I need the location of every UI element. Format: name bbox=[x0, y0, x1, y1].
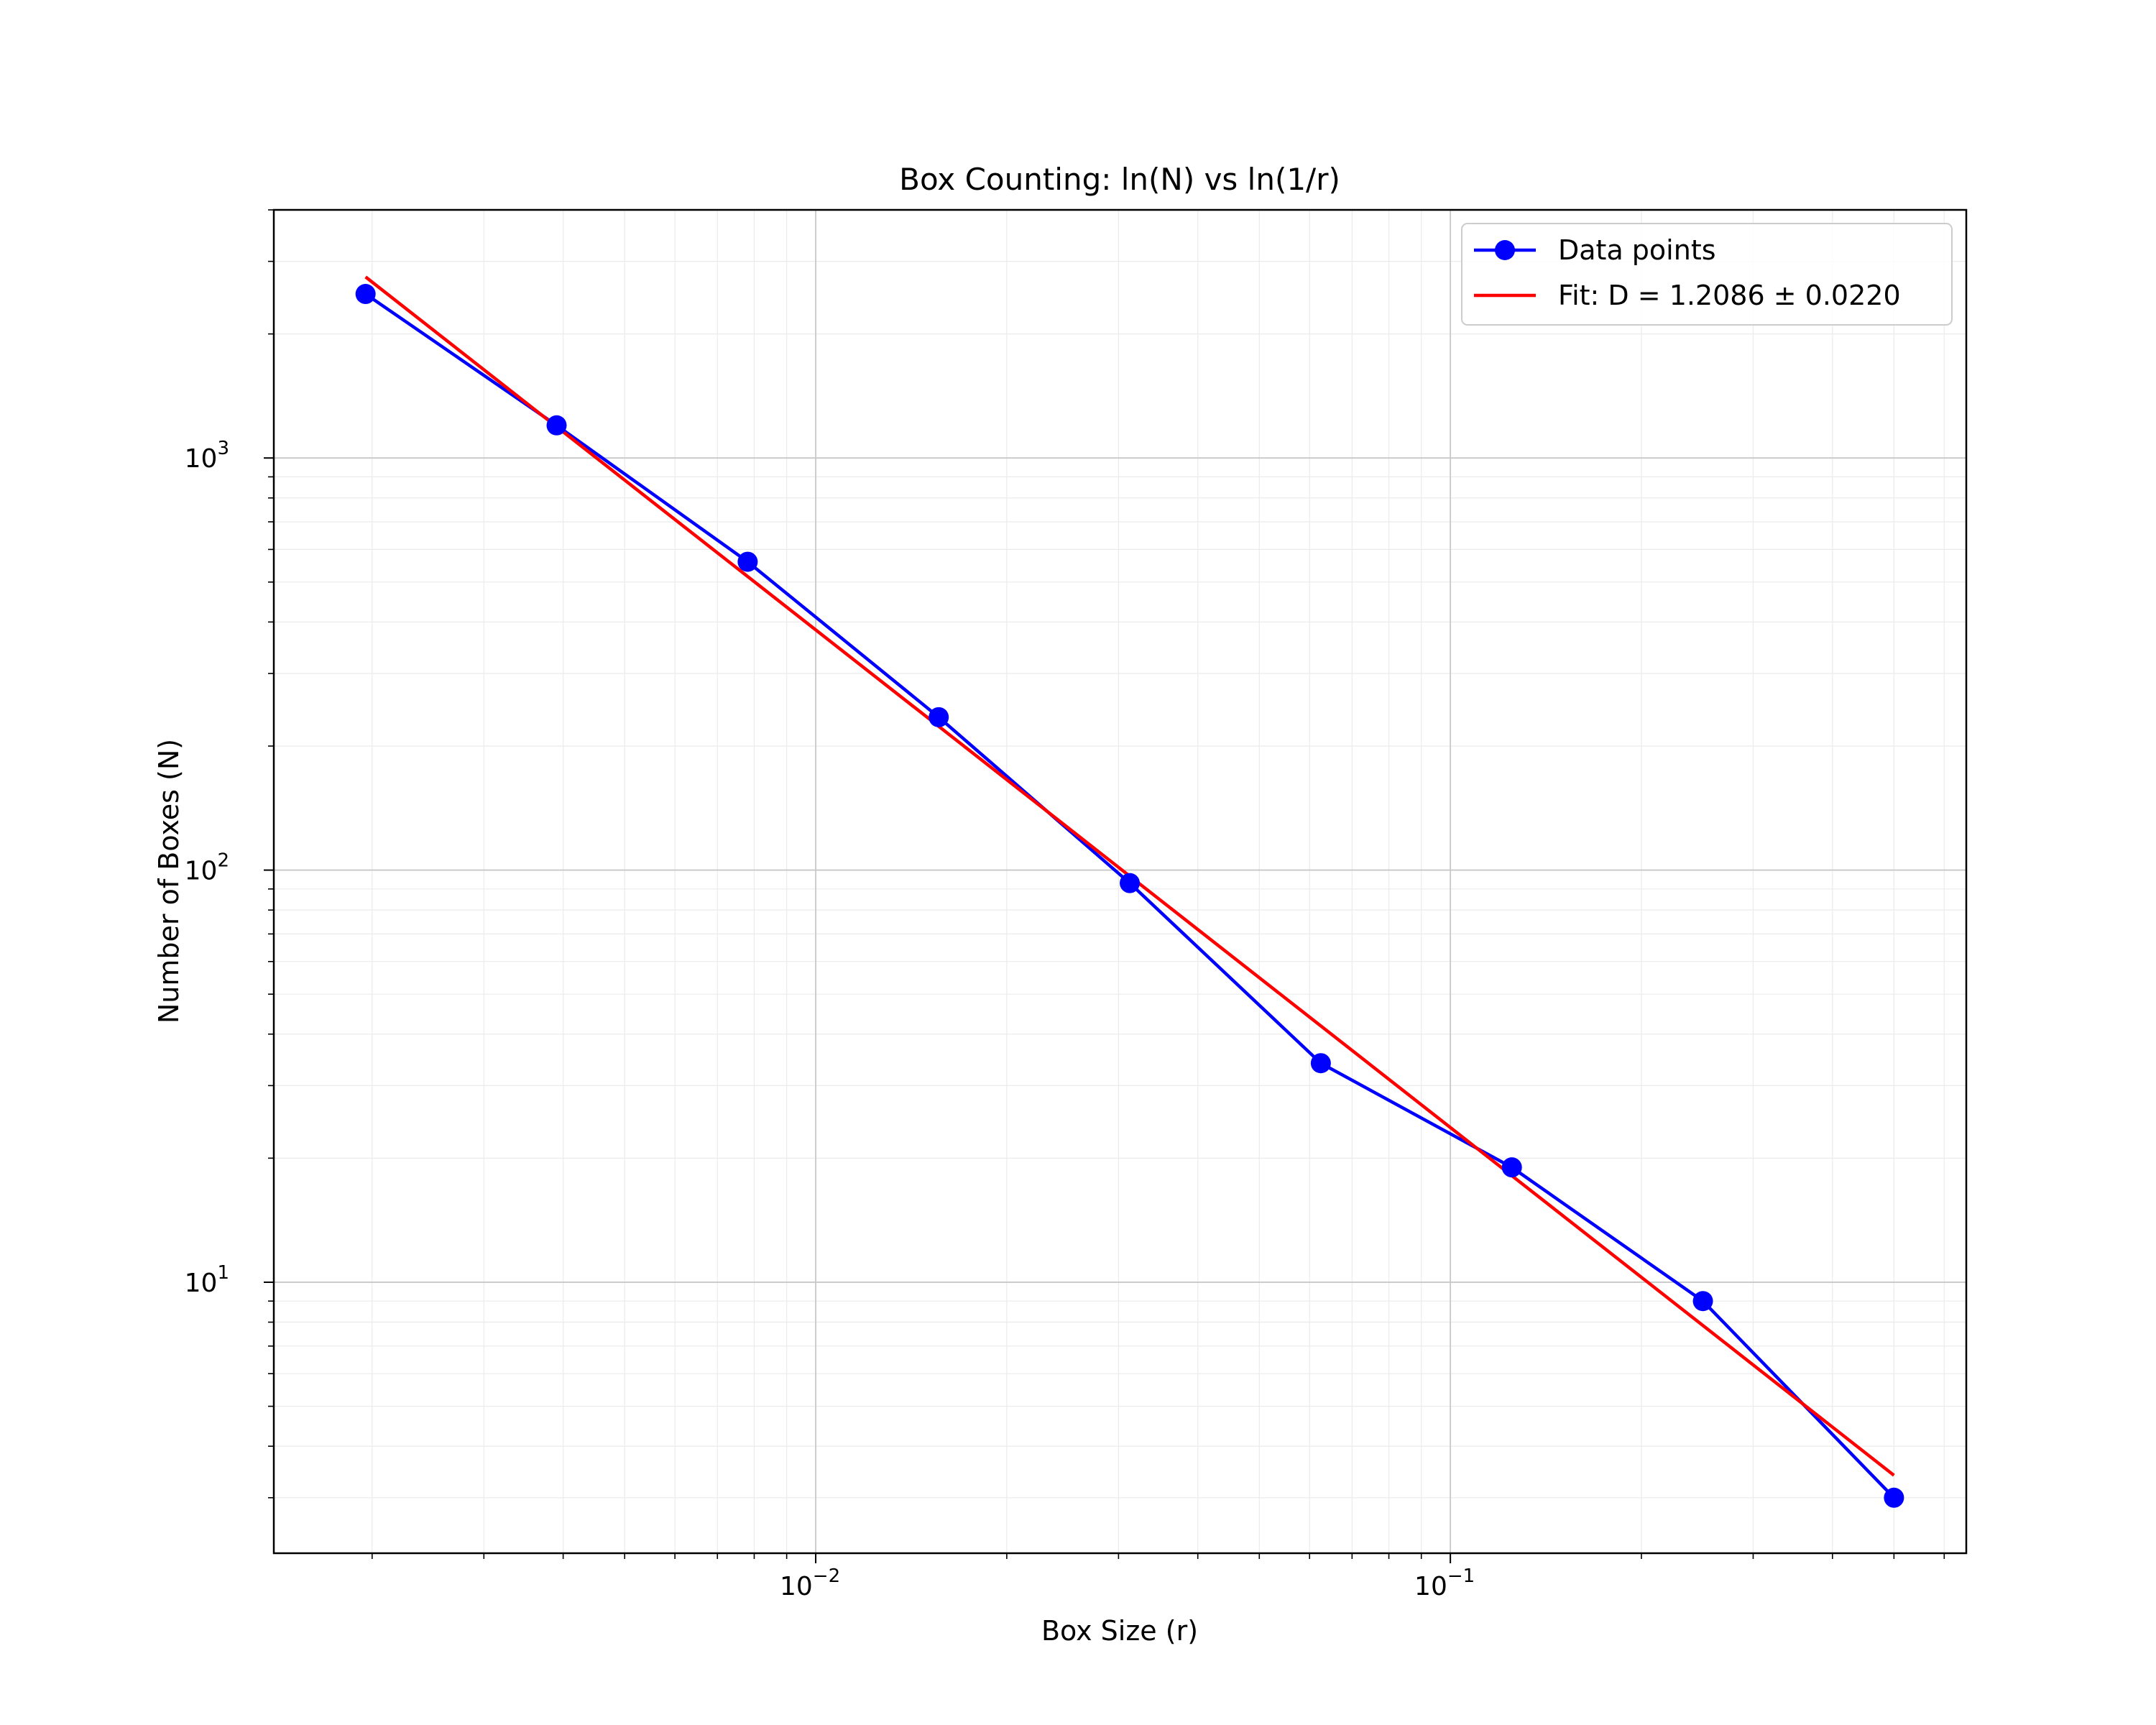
legend-data-points-marker bbox=[1495, 240, 1515, 260]
legend: Data points Fit: D = 1.2086 ± 0.0220 bbox=[1461, 223, 1953, 326]
data-point-marker bbox=[1310, 1053, 1331, 1074]
data-point-marker bbox=[1120, 873, 1141, 893]
data-point-marker bbox=[546, 415, 567, 436]
plot-area bbox=[355, 275, 1904, 1508]
legend-fit-label: Fit: D = 1.2086 ± 0.0220 bbox=[1558, 280, 1901, 311]
x-tick-exponent: −2 bbox=[813, 1565, 840, 1587]
y-tick-exponent: 3 bbox=[217, 438, 229, 459]
x-axis-label: Box Size (r) bbox=[1041, 1615, 1198, 1647]
y-tick-label: 101 bbox=[185, 1262, 229, 1298]
x-tick-exponent: −1 bbox=[1447, 1565, 1475, 1587]
legend-box bbox=[1461, 223, 1953, 326]
data-point-marker bbox=[1884, 1487, 1904, 1508]
x-tick-label: 10−1 bbox=[1414, 1565, 1475, 1601]
data-point-marker bbox=[929, 707, 949, 727]
data-point-marker bbox=[1501, 1157, 1522, 1178]
data-point-marker bbox=[355, 284, 376, 305]
plot-frame bbox=[272, 208, 1968, 1555]
y-tick-exponent: 1 bbox=[217, 1262, 229, 1284]
data-point-marker bbox=[737, 551, 758, 572]
legend-data-points-label: Data points bbox=[1558, 234, 1716, 266]
y-tick-exponent: 2 bbox=[217, 850, 229, 872]
chart-title: Box Counting: ln(N) vs ln(1/r) bbox=[899, 162, 1340, 197]
y-axis-label: Number of Boxes (N) bbox=[153, 739, 185, 1024]
data-point-marker bbox=[1692, 1291, 1713, 1312]
